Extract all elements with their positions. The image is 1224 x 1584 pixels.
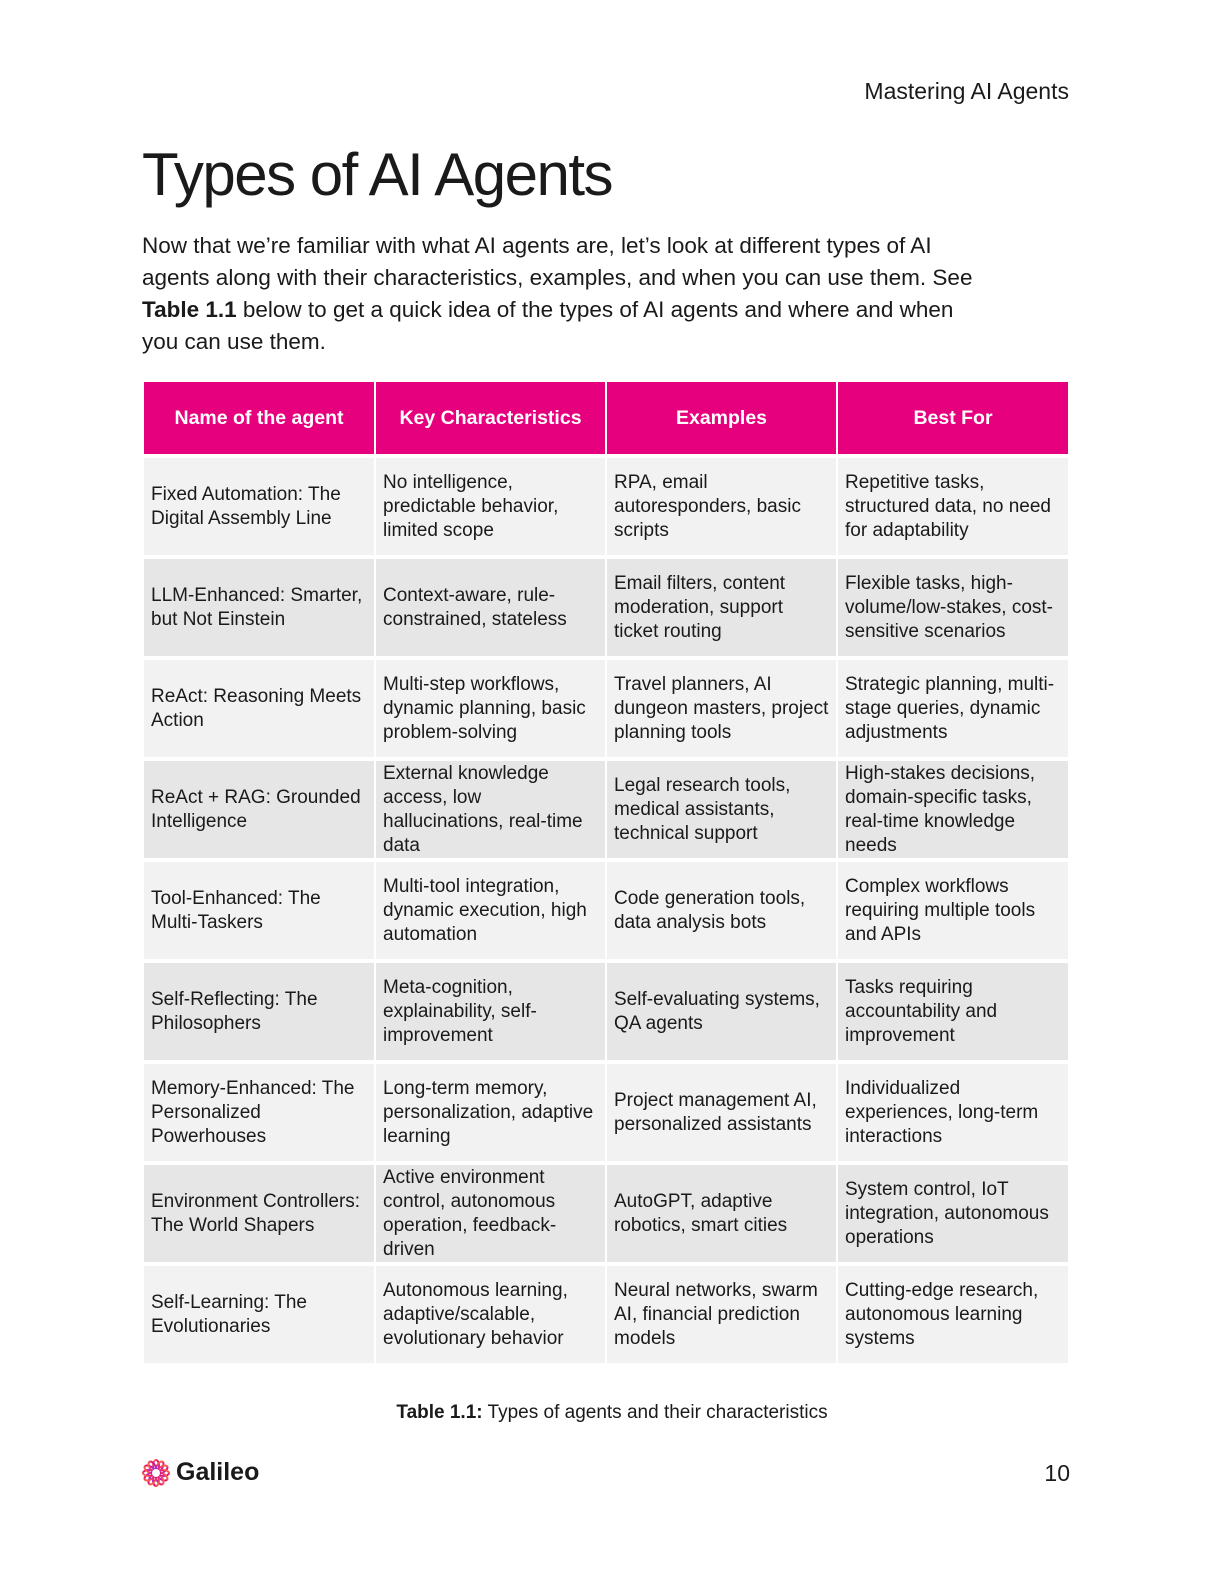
table-cell: Complex workflows requiring multiple too… [837,858,1068,961]
table-cell: ReAct + RAG: Grounded Intelligence [144,757,376,860]
agent-types-table: Name of the agent Key Characteristics Exam… [144,382,1068,1363]
table-cell: Active environment control, autonomous o… [375,1161,607,1264]
table-cell: Project management AI, personalized assi… [606,1060,838,1163]
table-cell: Self-Learning: The Evolutionaries [144,1262,376,1363]
intro-paragraph: Now that we’re familiar with what AI age… [142,230,992,358]
table-cell: Individualized experiences, long-term in… [837,1060,1068,1163]
intro-text: below to get a quick idea of the types o… [142,297,954,354]
table-row: LLM-Enhanced: Smarter, but Not Einstein C… [144,555,1068,658]
table-cell: Code generation tools, data analysis bot… [606,858,838,961]
table-reference: Table 1.1 [142,297,237,322]
table-cell: Context-aware, rule-constrained, statele… [375,555,607,658]
table-row: Tool-Enhanced: The Multi-Taskers Multi-to… [144,858,1068,961]
table-cell: Travel planners, AI dungeon masters, pro… [606,656,838,759]
column-header: Examples [606,382,838,456]
table-caption: Table 1.1: Types of agents and their cha… [0,1402,1224,1424]
table-cell: Environment Controllers: The World Shape… [144,1161,376,1264]
table-row: Environment Controllers: The World Shape… [144,1161,1068,1264]
table-cell: Flexible tasks, high-volume/low-stakes, … [837,555,1068,658]
table-cell: Multi-tool integration, dynamic executio… [375,858,607,961]
galileo-flower-icon [142,1458,170,1487]
page-number: 10 [1044,1460,1070,1486]
table-cell: Meta-cognition, explainability, self-imp… [375,959,607,1062]
column-header: Best For [837,382,1068,456]
table-cell: Autonomous learning, adaptive/scalable, … [375,1262,607,1363]
caption-label: Table 1.1: [396,1402,483,1423]
caption-text: Types of agents and their characteristic… [482,1402,828,1423]
table-cell: No intelligence, predictable behavior, l… [375,454,607,557]
table-cell: Memory-Enhanced: The Personalized Powerh… [144,1060,376,1163]
table-cell: Strategic planning, multi-stage queries,… [837,656,1068,759]
table-cell: Self-Reflecting: The Philosophers [144,959,376,1062]
table-cell: Tool-Enhanced: The Multi-Taskers [144,858,376,961]
table-row: ReAct + RAG: Grounded Intelligence Extern… [144,757,1068,860]
table-cell: Email filters, content moderation, suppo… [606,555,838,658]
logo-text: Galileo [176,1458,260,1486]
table-cell: Repetitive tasks, structured data, no ne… [837,454,1068,557]
table-row: Fixed Automation: The Digital Assembly L… [144,454,1068,557]
table-cell: RPA, email autoresponders, basic scripts [606,454,838,557]
table-row: Self-Learning: The Evolutionaries Autonom… [144,1262,1068,1363]
table-cell: System control, IoT integration, autonom… [837,1161,1068,1264]
column-header: Name of the agent [144,382,376,456]
table-cell: Cutting-edge research, autonomous learni… [837,1262,1068,1363]
table-row: ReAct: Reasoning Meets Action Multi-step … [144,656,1068,759]
table-cell: Multi-step workflows, dynamic planning, … [375,656,607,759]
page-title: Types of AI Agents [142,141,614,208]
table-cell: AutoGPT, adaptive robotics, smart cities [606,1161,838,1264]
table-cell: Long-term memory, personalization, adapt… [375,1060,607,1163]
intro-text: Now that we’re familiar with what AI age… [142,233,973,290]
table-cell: ReAct: Reasoning Meets Action [144,656,376,759]
table-cell: External knowledge access, low hallucina… [375,757,607,860]
table-cell: LLM-Enhanced: Smarter, but Not Einstein [144,555,376,658]
table-cell: High-stakes decisions, domain-specific t… [837,757,1068,860]
table-row: Memory-Enhanced: The Personalized Powerh… [144,1060,1068,1163]
column-header: Key Characteristics [375,382,607,456]
table-cell: Tasks requiring accountability and impro… [837,959,1068,1062]
table-cell: Self-evaluating systems, QA agents [606,959,838,1062]
table-row: Self-Reflecting: The Philosophers Meta-co… [144,959,1068,1062]
table-cell: Fixed Automation: The Digital Assembly L… [144,454,376,557]
galileo-logo: Galileo [142,1458,259,1487]
table-cell: Legal research tools, medical assistants… [606,757,838,860]
table-cell: Neural networks, swarm AI, financial pre… [606,1262,838,1363]
running-header: Mastering AI Agents [864,78,1069,104]
